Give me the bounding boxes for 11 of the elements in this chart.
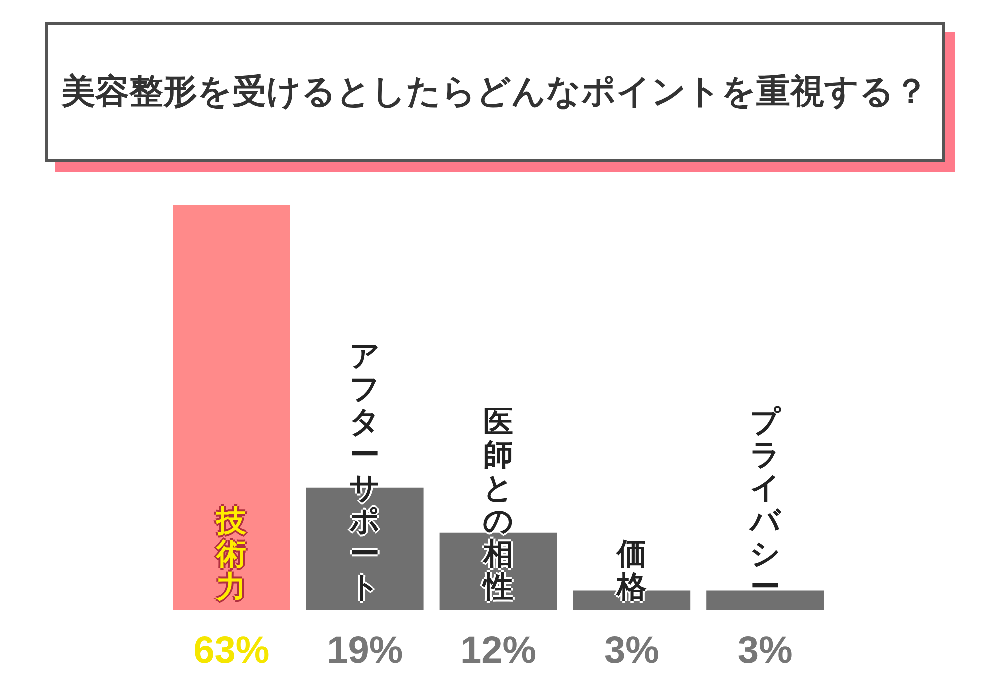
data-label: 63%	[194, 630, 270, 672]
chart-title: 美容整形を受けるとしたらどんなポイントを重視する？	[45, 22, 945, 162]
data-label: 3%	[738, 630, 793, 672]
x-tick-label: 技術力	[216, 504, 248, 605]
data-label: 12%	[460, 630, 537, 672]
data-label: 19%	[327, 630, 404, 672]
x-tick-label: 医師との相性	[482, 405, 514, 605]
x-tick-label: プライバシー	[749, 405, 782, 605]
data-label: 3%	[604, 630, 660, 672]
bar	[706, 590, 824, 610]
bar	[173, 205, 290, 610]
